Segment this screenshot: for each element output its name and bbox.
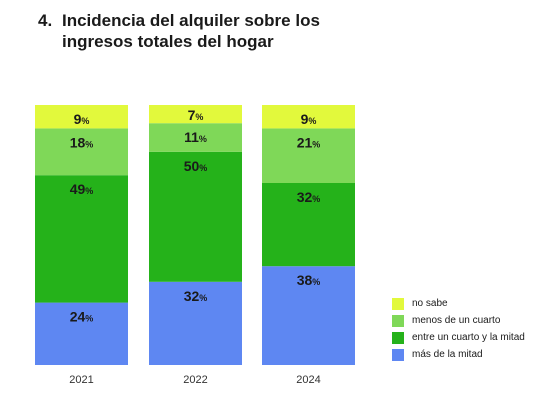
legend-label-no-sabe: no sabe [412,298,448,309]
bar-segment-2022-entre-un-cuarto-y-la-mitad [149,151,242,282]
data-label-2024-no-sabe: 9% [301,111,317,127]
legend-label-menos-de-un-cuarto: menos de un cuarto [412,315,501,326]
x-tick-label-2022: 2022 [183,374,207,386]
data-label-2024-mas-de-la-mitad: 38% [297,272,321,288]
data-label-2021-no-sabe: 9% [74,111,90,127]
bar-segment-2022-no-sabe [149,105,242,124]
legend-swatch-entre-un-cuarto-y-la-mitad [392,332,404,344]
chart-title-number: 4. [38,11,53,30]
legend-label-mas-de-la-mitad: más de la mitad [412,349,483,360]
x-tick-label-2024: 2024 [296,374,320,386]
data-label-2021-menos-de-un-cuarto: 18% [70,134,94,150]
legend-label-entre-un-cuarto-y-la-mitad: entre un cuarto y la mitad [412,332,525,343]
chart-title-text: Incidencia del alquiler sobre los ingres… [62,11,320,51]
data-label-2022-entre-un-cuarto-y-la-mitad: 50% [184,158,208,174]
bar-segment-2021-no-sabe [35,105,128,129]
data-label-2024-menos-de-un-cuarto: 21% [297,134,321,150]
legend-swatch-mas-de-la-mitad [392,349,404,361]
data-label-2021-mas-de-la-mitad: 24% [70,309,94,325]
legend-item-no-sabe: no sabe [392,298,525,310]
data-label-2022-no-sabe: 7% [188,107,204,123]
legend-item-mas-de-la-mitad: más de la mitad [392,349,525,361]
x-tick-label-2021: 2021 [69,374,93,386]
bar-segment-2021-entre-un-cuarto-y-la-mitad [35,175,128,303]
legend-swatch-no-sabe [392,298,404,310]
chart-title: 4. Incidencia del alquiler sobre los ing… [38,10,322,52]
data-label-2022-mas-de-la-mitad: 32% [184,288,208,304]
data-label-2021-entre-un-cuarto-y-la-mitad: 49% [70,181,94,197]
data-label-2022-menos-de-un-cuarto: 11% [184,129,207,145]
bar-segment-2022-mas-de-la-mitad [149,281,242,365]
legend-item-entre-un-cuarto-y-la-mitad: entre un cuarto y la mitad [392,332,525,344]
bar-segment-2024-menos-de-un-cuarto [262,128,355,183]
bar-segment-2024-mas-de-la-mitad [262,266,355,365]
bar-segment-2024-entre-un-cuarto-y-la-mitad [262,183,355,267]
bar-segment-2024-no-sabe [262,105,355,129]
legend-item-menos-de-un-cuarto: menos de un cuarto [392,315,525,327]
legend: no sabe menos de un cuarto entre un cuar… [392,298,525,366]
bar-segment-2021-mas-de-la-mitad [35,302,128,365]
data-label-2024-entre-un-cuarto-y-la-mitad: 32% [297,189,321,205]
legend-swatch-menos-de-un-cuarto [392,315,404,327]
bar-segment-2022-menos-de-un-cuarto [149,123,242,152]
bar-segment-2021-menos-de-un-cuarto [35,128,128,176]
